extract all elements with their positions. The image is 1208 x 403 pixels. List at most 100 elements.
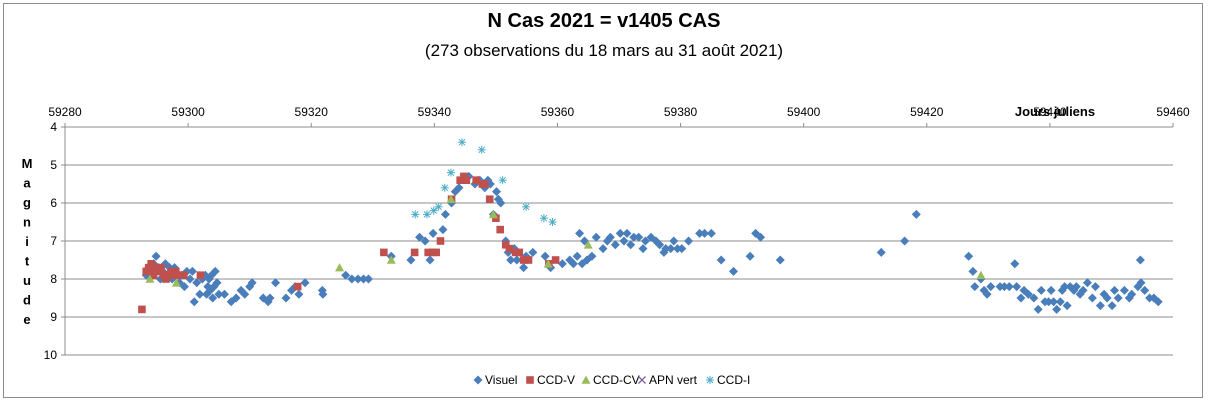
data-point bbox=[410, 248, 419, 257]
data-point bbox=[157, 263, 165, 272]
x-tick-label: 59280 bbox=[48, 105, 82, 119]
data-point bbox=[446, 168, 455, 177]
data-point bbox=[1033, 304, 1043, 314]
data-point bbox=[425, 255, 435, 265]
data-point bbox=[488, 209, 498, 219]
x-tick-label: 59420 bbox=[910, 105, 944, 119]
data-point bbox=[436, 237, 445, 245]
y-tick-label: 5 bbox=[50, 158, 57, 172]
data-point bbox=[440, 183, 449, 192]
data-point bbox=[587, 251, 597, 261]
data-point bbox=[666, 244, 676, 254]
data-point-stroke bbox=[478, 146, 486, 154]
data-point bbox=[428, 228, 438, 238]
y-axis-title-letter: e bbox=[23, 312, 30, 327]
chart-title: N Cas 2021 = v1405 CAS bbox=[487, 10, 721, 32]
y-tick-label: 4 bbox=[50, 120, 57, 134]
data-point bbox=[214, 289, 224, 299]
legend: Visuel CCD-V CCD-CV APN vert CCD-I bbox=[473, 373, 750, 387]
y-axis-title-letter: M bbox=[22, 156, 33, 171]
data-point bbox=[1060, 282, 1070, 292]
data-point bbox=[661, 244, 671, 254]
data-point-stroke bbox=[435, 203, 442, 211]
data-point bbox=[1010, 259, 1020, 269]
data-point bbox=[219, 289, 229, 299]
data-point bbox=[363, 274, 373, 284]
data-point bbox=[700, 228, 710, 238]
data-point bbox=[145, 274, 155, 283]
data-point bbox=[684, 236, 694, 246]
data-point-stroke bbox=[638, 376, 646, 384]
x-tick-label: 59380 bbox=[664, 105, 698, 119]
data-point bbox=[185, 274, 195, 284]
data-point-stroke bbox=[447, 169, 455, 176]
data-point bbox=[496, 225, 504, 234]
data-point bbox=[1102, 293, 1112, 303]
data-point bbox=[196, 271, 205, 279]
legend-label: CCD-CV bbox=[593, 373, 640, 387]
data-point bbox=[638, 244, 648, 254]
data-point bbox=[281, 293, 291, 303]
series-visuel bbox=[141, 171, 1163, 314]
data-point bbox=[1046, 285, 1056, 295]
data-point-stroke bbox=[522, 203, 530, 211]
legend-item: CCD-V bbox=[526, 373, 575, 387]
x-tick-label: 59460 bbox=[1156, 105, 1190, 119]
data-point bbox=[341, 270, 351, 280]
data-point bbox=[380, 248, 388, 257]
legend-item: Visuel bbox=[473, 373, 517, 387]
data-point bbox=[900, 236, 910, 246]
data-point-stroke bbox=[441, 184, 449, 192]
data-point bbox=[472, 176, 480, 184]
data-point bbox=[505, 244, 514, 253]
x-tick-label: 59340 bbox=[418, 105, 452, 119]
data-point bbox=[195, 289, 205, 299]
data-point bbox=[347, 274, 357, 284]
data-point bbox=[265, 293, 275, 303]
data-point bbox=[1023, 289, 1033, 299]
data-point bbox=[192, 278, 202, 288]
data-point bbox=[583, 240, 593, 249]
legend-label: Visuel bbox=[485, 373, 517, 387]
data-point bbox=[728, 266, 738, 276]
data-point bbox=[1062, 301, 1072, 311]
data-point bbox=[1016, 293, 1026, 303]
data-point bbox=[1095, 301, 1105, 311]
data-point bbox=[626, 240, 636, 250]
data-point bbox=[179, 282, 189, 292]
data-point bbox=[432, 248, 440, 257]
data-point bbox=[454, 183, 464, 193]
data-point bbox=[208, 293, 218, 303]
series-layer bbox=[138, 138, 1163, 314]
data-point bbox=[422, 210, 431, 219]
data-point bbox=[695, 228, 705, 238]
data-point bbox=[619, 236, 629, 246]
data-point bbox=[610, 240, 620, 250]
y-tick-label: 9 bbox=[50, 310, 57, 324]
data-point bbox=[477, 145, 486, 154]
data-point bbox=[986, 282, 996, 292]
y-axis-title-letter: a bbox=[23, 176, 31, 191]
data-point bbox=[970, 282, 980, 292]
data-point bbox=[655, 240, 665, 250]
data-point bbox=[568, 259, 578, 269]
data-point-stroke bbox=[549, 218, 556, 226]
y-axis-title-letter: n bbox=[23, 215, 31, 230]
data-point bbox=[1078, 285, 1088, 295]
data-point bbox=[293, 282, 302, 291]
legend-label: CCD-V bbox=[537, 373, 575, 387]
data-point bbox=[551, 256, 560, 264]
chart-subtitle: (273 observations du 18 mars au 31 août … bbox=[424, 41, 784, 60]
series-ccd-cv bbox=[145, 194, 986, 287]
data-point bbox=[446, 194, 456, 203]
data-point bbox=[1119, 285, 1129, 295]
x-tick-label: 59300 bbox=[171, 105, 205, 119]
data-point bbox=[1036, 285, 1046, 295]
data-point bbox=[180, 271, 188, 279]
data-point bbox=[999, 282, 1009, 292]
y-axis-title-letter: g bbox=[23, 195, 31, 210]
data-point bbox=[415, 232, 425, 242]
data-point bbox=[622, 228, 632, 238]
data-point bbox=[187, 266, 197, 276]
